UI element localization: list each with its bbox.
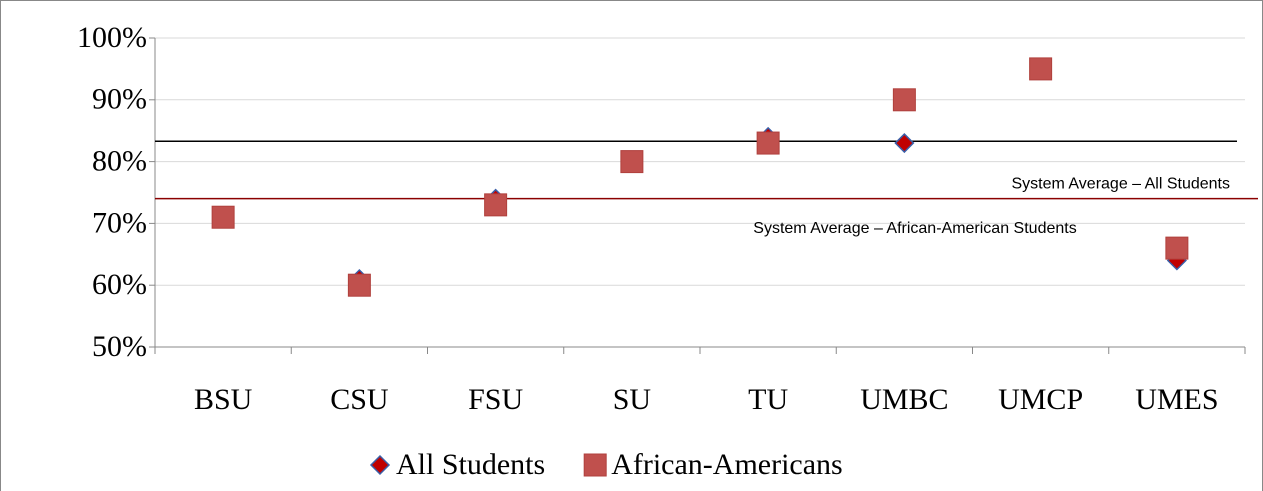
y-tick-label: 60%: [92, 268, 147, 301]
point: [620, 150, 644, 174]
x-tick-label: UMBC: [860, 383, 948, 416]
y-tick-label: 70%: [92, 206, 147, 239]
y-tick-label: 80%: [92, 144, 147, 177]
y-tick-label: 90%: [92, 83, 147, 116]
x-tick-label: TU: [748, 383, 788, 416]
point: [484, 193, 508, 217]
y-tick-label: 100%: [77, 21, 147, 54]
x-tick-label: UMCP: [998, 383, 1083, 416]
reference-label: System Average – African-American Studen…: [753, 220, 1076, 237]
x-tick-label: BSU: [194, 383, 253, 416]
point: [211, 205, 235, 229]
x-tick-label: CSU: [330, 383, 389, 416]
legend-marker: [369, 454, 391, 476]
x-tick-label: SU: [613, 383, 652, 416]
point: [1029, 57, 1053, 81]
point: [1165, 236, 1189, 260]
reference-label: System Average – All Students: [1012, 175, 1231, 192]
point: [894, 132, 915, 154]
point: [892, 88, 916, 112]
y-tick-label: 50%: [92, 330, 147, 363]
x-tick-label: UMES: [1135, 383, 1218, 416]
point: [756, 131, 780, 155]
legend-marker: [583, 453, 607, 477]
legend-label: All Students: [396, 448, 545, 481]
point: [347, 273, 371, 297]
legend-label: African-Americans: [611, 448, 843, 481]
x-tick-label: FSU: [468, 383, 523, 416]
